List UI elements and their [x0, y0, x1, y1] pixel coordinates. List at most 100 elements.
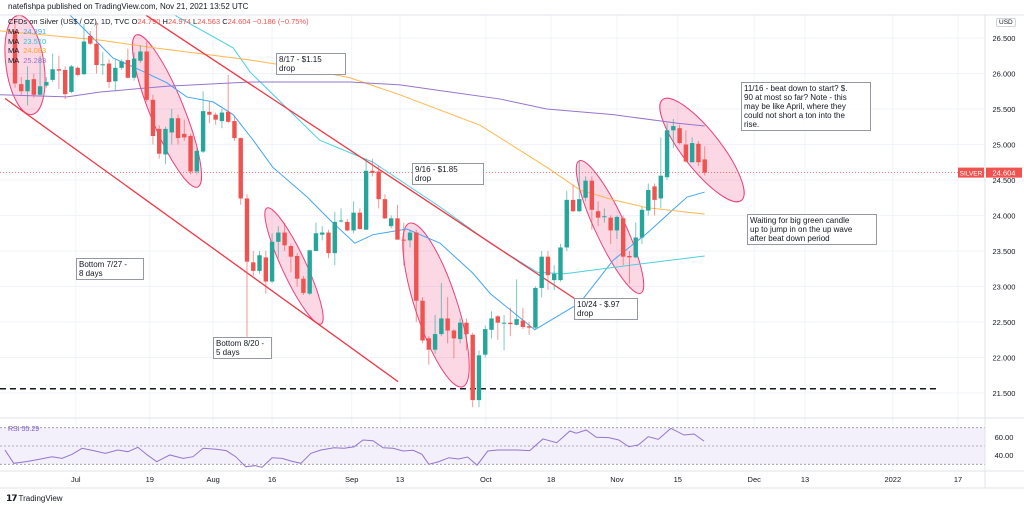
candle-body — [420, 300, 425, 341]
rsi-legend[interactable]: RSI 55.29 — [8, 426, 39, 433]
candle-body — [238, 138, 243, 199]
candle-body — [225, 111, 231, 122]
candle-body — [75, 67, 80, 75]
candle-body — [188, 135, 193, 172]
note-waiting[interactable]: Waiting for big green candle up to jump … — [747, 214, 877, 245]
brand-name: TradingView — [18, 494, 63, 503]
y-tick-label: 26.000 — [993, 70, 1016, 79]
publish-info: natefishpa published on TradingView.com,… — [8, 2, 249, 11]
candle-body — [94, 43, 99, 65]
axes: 26.500 26.000 25.500 25.000 24.500 24.000 23.5… — [0, 14, 1024, 489]
price-pane — [0, 15, 985, 408]
candle-body — [276, 232, 281, 242]
candle-body — [213, 114, 218, 120]
tv-logo-icon: 𝟭𝟳 — [6, 493, 17, 503]
y-tick-label: 25.000 — [993, 141, 1016, 150]
candle-body — [282, 232, 287, 246]
candle-body — [294, 255, 300, 279]
candle-body — [577, 199, 582, 212]
candle-body — [426, 338, 432, 350]
candle-body — [301, 278, 306, 293]
candle-body — [683, 144, 689, 162]
moving-average-line — [0, 30, 705, 215]
y-tick-label: 24.500 — [993, 176, 1016, 185]
candle-body — [620, 218, 626, 257]
candle-body — [69, 66, 74, 92]
candle-body — [313, 233, 319, 251]
ma-label: MA — [8, 55, 20, 65]
symbol-tag: SILVER — [960, 171, 983, 178]
candle-body — [445, 318, 450, 331]
x-tick-label: Oct — [480, 475, 493, 484]
candle-body — [664, 130, 670, 178]
candle-body — [489, 318, 494, 330]
candle-body — [338, 220, 344, 222]
ma-legend-3[interactable]: MA 24.083 — [8, 46, 46, 55]
tradingview-logo[interactable]: 𝟭𝟳 TradingView — [6, 493, 63, 504]
candle-body — [526, 326, 532, 328]
candle-body — [589, 180, 595, 210]
candle-body — [702, 159, 707, 173]
candle-body — [570, 199, 576, 212]
candle-body — [501, 322, 507, 324]
candle-body — [157, 128, 162, 154]
candle-body — [389, 218, 394, 227]
candle-body — [251, 262, 256, 271]
candle-body — [646, 189, 651, 211]
trend-line — [145, 15, 578, 301]
ma-value: 24.391 — [23, 27, 47, 36]
rsi-line — [4, 427, 705, 468]
candle-body — [414, 232, 419, 301]
candle-body — [357, 212, 363, 229]
low-value: 24.563 — [197, 17, 221, 26]
close-label: C — [222, 17, 228, 26]
ma-legend-2[interactable]: MA 23.510 — [8, 37, 46, 46]
ma-label: MA — [8, 46, 20, 55]
candle-body — [113, 67, 118, 82]
candle-body — [269, 241, 275, 282]
y-tick-label: 24.000 — [993, 212, 1016, 221]
ma-legend-1[interactable]: MA 24.391 — [8, 27, 46, 36]
candle-body — [558, 247, 563, 281]
symbol-title[interactable]: CFDs on Silver (US$ / OZ), 1D, TVC — [8, 17, 130, 26]
candle-body — [100, 64, 105, 66]
candle-body — [633, 237, 638, 258]
candle-body — [533, 287, 538, 328]
candle-body — [451, 330, 457, 339]
currency-button[interactable]: USD — [996, 18, 1016, 27]
ma-value: 25.283 — [23, 55, 47, 65]
ma-label: MA — [8, 36, 20, 46]
candle-body — [257, 255, 262, 271]
x-tick-label: Jul — [71, 475, 81, 484]
note-11-16[interactable]: 11/16 - beat down to start? $. 90 at mos… — [741, 82, 871, 131]
low-label: L — [193, 17, 198, 26]
candle-body — [696, 143, 701, 163]
symbol-legend: CFDs on Silver (US$ / OZ), 1D, TVC O24.7… — [8, 17, 309, 26]
rsi-tick-label: 40.00 — [995, 451, 1014, 460]
last-price-bg — [986, 167, 1022, 178]
candle-body — [677, 128, 682, 144]
x-tick-label: 18 — [547, 475, 555, 484]
candle-body — [320, 232, 325, 235]
candle-body — [370, 170, 375, 173]
note-9-16[interactable]: 9/16 - $1.85 drop — [412, 163, 484, 185]
candle-body — [125, 60, 131, 78]
candle-body — [62, 69, 68, 95]
note-8-17[interactable]: 8/17 - $1.15 drop — [276, 53, 346, 75]
candle-body — [244, 198, 250, 262]
candle-body — [639, 209, 645, 238]
candle-body — [407, 232, 413, 241]
ma-legend-4[interactable]: MA 25.283 — [8, 56, 46, 65]
ellipse-annotation[interactable] — [648, 88, 757, 212]
note-bottom-7-27[interactable]: Bottom 7/27 - 8 days — [76, 258, 144, 280]
candle-body — [395, 218, 400, 240]
candle-body — [150, 99, 156, 136]
candle-body — [514, 319, 519, 325]
x-tick-label: 15 — [674, 475, 682, 484]
y-tick-label: 23.500 — [993, 247, 1016, 256]
candle-body — [689, 143, 695, 163]
note-bottom-8-20[interactable]: Bottom 8/20 - 5 days — [213, 337, 272, 359]
note-10-24[interactable]: 10/24 - $.97 drop — [574, 298, 638, 320]
ma-value: 23.510 — [23, 36, 47, 46]
